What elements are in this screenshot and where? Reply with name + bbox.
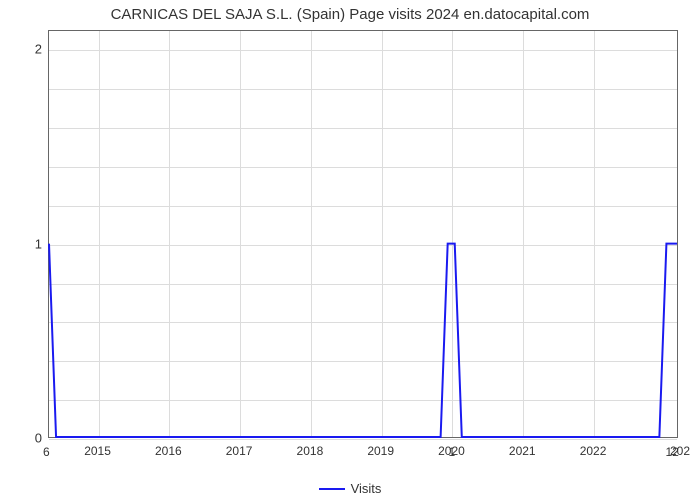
x-tick-label: 2016 xyxy=(155,444,182,458)
legend: Visits xyxy=(0,477,700,497)
y-tick-label: 0 xyxy=(6,431,42,446)
x-tick-label: 2015 xyxy=(84,444,111,458)
data-point-label: 6 xyxy=(43,445,50,459)
y-tick-label: 2 xyxy=(6,42,42,57)
y-tick-label: 1 xyxy=(6,236,42,251)
x-tick-label: 2017 xyxy=(226,444,253,458)
data-point-label: 1 xyxy=(448,445,455,459)
legend-item-visits: Visits xyxy=(319,481,382,496)
legend-label: Visits xyxy=(351,481,382,496)
x-tick-label: 2022 xyxy=(580,444,607,458)
series-line xyxy=(49,31,677,437)
visits-line-chart: CARNICAS DEL SAJA S.L. (Spain) Page visi… xyxy=(0,0,700,500)
chart-title: CARNICAS DEL SAJA S.L. (Spain) Page visi… xyxy=(0,6,700,23)
x-tick-label: 2021 xyxy=(509,444,536,458)
data-point-label: 12 xyxy=(665,445,678,459)
legend-swatch xyxy=(319,488,345,490)
x-tick-label: 2019 xyxy=(367,444,394,458)
x-tick-label: 2018 xyxy=(297,444,324,458)
plot-area: 6112 xyxy=(48,30,678,438)
